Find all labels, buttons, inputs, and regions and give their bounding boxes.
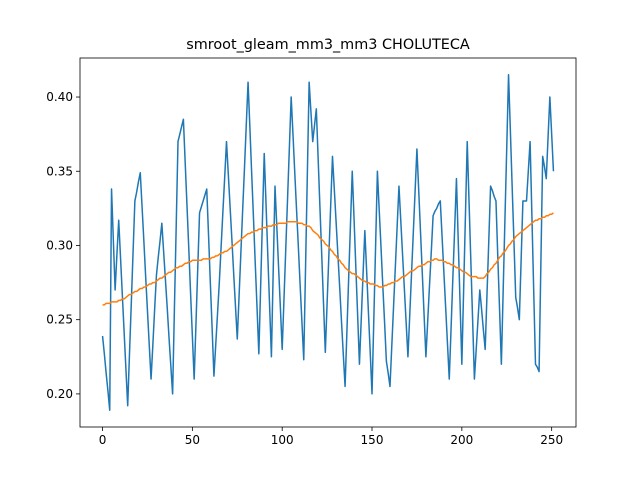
x-tick-label: 0 — [99, 433, 107, 447]
x-tick-label: 250 — [540, 433, 563, 447]
x-tick-label: 100 — [271, 433, 294, 447]
chart-title: smroot_gleam_mm3_mm3 CHOLUTECA — [186, 37, 470, 53]
data-line — [102, 212, 554, 306]
y-tick-label: 0.35 — [46, 164, 73, 178]
x-tick-label: 50 — [185, 433, 200, 447]
y-tick-label: 0.40 — [46, 90, 73, 104]
data-line — [101, 74, 555, 411]
x-tick-label: 150 — [361, 433, 384, 447]
y-tick-label: 0.25 — [46, 313, 73, 327]
y-tick-label: 0.20 — [46, 387, 73, 401]
x-tick-label: 200 — [450, 433, 473, 447]
y-tick-label: 0.30 — [46, 238, 73, 252]
plot-frame — [79, 57, 577, 428]
